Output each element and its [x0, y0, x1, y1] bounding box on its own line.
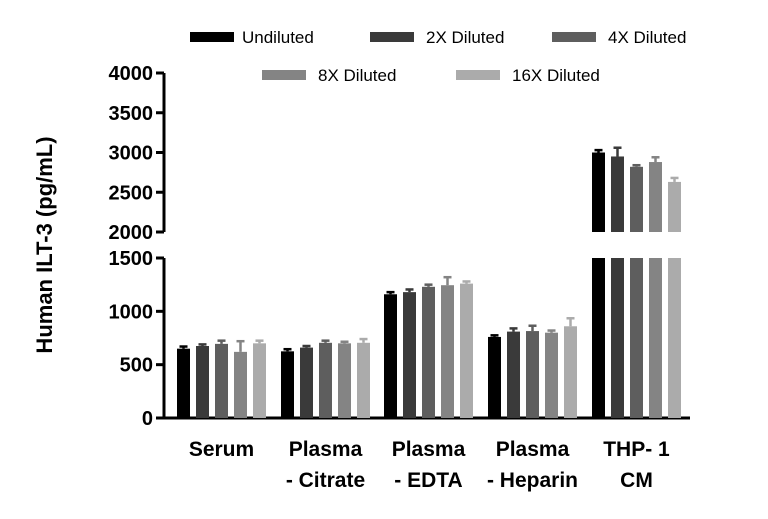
bar	[592, 258, 605, 418]
y-tick-label: 4000	[109, 63, 154, 85]
legend-swatch	[262, 70, 306, 80]
legend-swatch	[456, 70, 500, 80]
category-label: - Heparin	[487, 469, 578, 492]
y-axis-label: Human ILT-3 (pg/mL)	[32, 136, 57, 353]
y-tick-label: 2000	[109, 222, 154, 244]
bar	[357, 342, 370, 418]
bar	[460, 283, 473, 418]
bar	[281, 351, 294, 418]
y-tick-label: 500	[120, 355, 153, 377]
legend-label: Undiluted	[242, 28, 314, 47]
bar	[611, 156, 624, 232]
bar	[611, 258, 624, 418]
bar	[215, 343, 228, 418]
bar	[630, 166, 643, 232]
legend: Undiluted 2X Diluted 4X Diluted 8X Diluted 1…	[190, 28, 686, 85]
bar	[253, 343, 266, 418]
bar	[234, 351, 247, 418]
bar	[441, 285, 454, 418]
bar	[545, 332, 558, 418]
legend-swatch	[190, 32, 234, 42]
bar	[196, 346, 209, 418]
legend-label: 8X Diluted	[318, 66, 396, 85]
category-label: CM	[620, 469, 653, 492]
bar	[668, 181, 681, 232]
bar	[649, 258, 662, 418]
bars	[177, 146, 681, 418]
legend-swatch	[552, 32, 596, 42]
bar	[507, 331, 520, 418]
category-label: Plasma	[392, 438, 466, 461]
bar	[564, 326, 577, 418]
bar	[403, 292, 416, 418]
bar	[630, 258, 643, 418]
bar	[177, 348, 190, 418]
y-tick-label: 1000	[109, 301, 154, 323]
bar	[319, 342, 332, 418]
bar	[668, 258, 681, 418]
y-tick-label: 1500	[109, 248, 154, 270]
legend-label: 16X Diluted	[512, 66, 600, 85]
y-tick-label: 3000	[109, 143, 154, 165]
legend-label: 2X Diluted	[426, 28, 504, 47]
bar	[649, 162, 662, 232]
legend-label: 4X Diluted	[608, 28, 686, 47]
bar	[384, 294, 397, 418]
category-label: Serum	[189, 438, 254, 461]
bar	[422, 286, 435, 418]
category-label: - Citrate	[286, 469, 365, 492]
legend-swatch	[370, 32, 414, 42]
axes: 0 500 1000 1500 2000 2500 3000 3500 4000	[109, 63, 690, 430]
bar	[488, 336, 501, 418]
category-label: - EDTA	[394, 469, 462, 492]
bar	[300, 347, 313, 418]
y-tick-label: 2500	[109, 182, 154, 204]
bar	[338, 343, 351, 418]
bar	[592, 152, 605, 232]
y-tick-label: 3500	[109, 103, 154, 125]
bar	[526, 331, 539, 418]
y-tick-label: 0	[142, 408, 153, 430]
category-label: THP- 1	[603, 438, 670, 461]
category-labels: Serum Plasma - Citrate Plasma - EDTA Plasma - …	[189, 438, 670, 492]
category-label: Plasma	[496, 438, 570, 461]
category-label: Plasma	[289, 438, 363, 461]
